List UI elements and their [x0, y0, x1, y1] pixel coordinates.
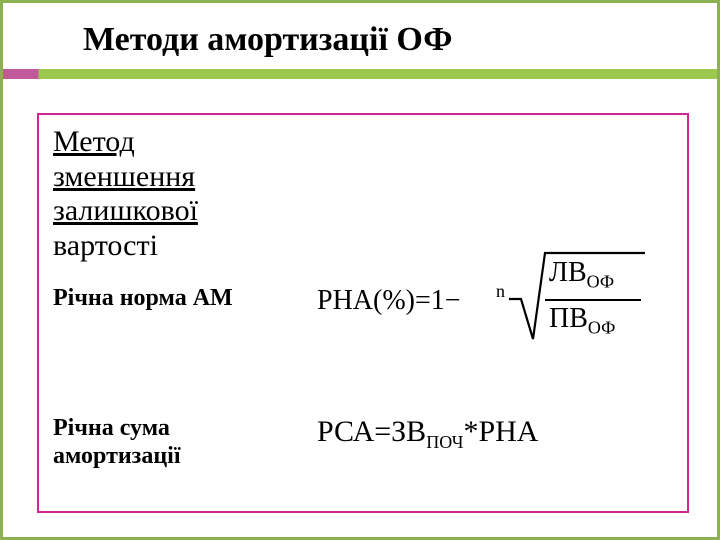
slide-title: Методи амортизації ОФ: [3, 3, 717, 69]
den-sub: ОФ: [588, 318, 615, 338]
formula1-root-index: n: [496, 281, 505, 302]
method-line4: вартості: [53, 229, 158, 262]
row2-label-line1: Річна сума: [53, 415, 170, 441]
formula2-lhs: РСА=ЗВ: [317, 415, 426, 448]
slide: Методи амортизації ОФ Метод зменшення за…: [0, 0, 720, 540]
method-line3: залишкової: [53, 194, 198, 227]
fraction-line: [545, 299, 641, 301]
row1-label: Річна норма АМ: [53, 285, 233, 312]
row1-formula: РНА(%)=1− n ЛВОФ ПВОФ: [317, 245, 677, 355]
formula1-lhs: РНА(%)=1−: [317, 285, 461, 317]
formula2-tail: *РНА: [463, 415, 538, 448]
row2-label-line2: амортизації: [53, 443, 181, 469]
num-main: ЛВ: [549, 257, 587, 288]
formula1-numerator: ЛВОФ: [549, 257, 614, 293]
content-box: Метод зменшення залишкової вартості Річн…: [37, 113, 689, 513]
formula1-denominator: ПВОФ: [549, 303, 615, 339]
method-line2: зменшення: [53, 160, 195, 193]
num-sub: ОФ: [587, 272, 614, 292]
row2-label: Річна сума амортизації: [53, 415, 181, 470]
method-line1: Метод: [53, 125, 135, 158]
method-title: Метод зменшення залишкової вартості: [53, 125, 198, 263]
den-main: ПВ: [549, 303, 588, 334]
accent-bar: [3, 69, 717, 79]
row2-formula: РСА=ЗВПОЧ*РНА: [317, 415, 538, 453]
formula2-sub: ПОЧ: [426, 432, 463, 452]
